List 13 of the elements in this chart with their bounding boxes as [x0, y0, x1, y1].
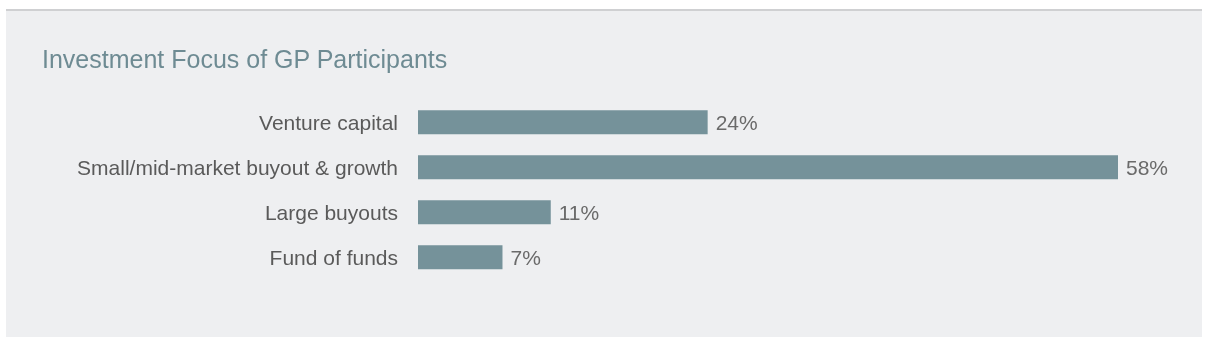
data-label: 7%	[510, 245, 541, 269]
data-label: 58%	[1126, 155, 1169, 179]
bar	[418, 200, 551, 225]
y-tick-label: Venture capital	[259, 110, 398, 134]
chart-title: Investment Focus of GP Participants	[42, 45, 448, 74]
y-tick-label: Small/mid-market buyout & growth	[77, 155, 398, 179]
bar	[418, 155, 1118, 180]
y-tick-label: Fund of funds	[269, 245, 398, 269]
bar	[418, 110, 708, 135]
data-label: 11%	[558, 200, 600, 224]
data-label: 24%	[715, 110, 758, 134]
bar	[418, 245, 503, 270]
y-tick-label: Large buyouts	[264, 200, 398, 224]
